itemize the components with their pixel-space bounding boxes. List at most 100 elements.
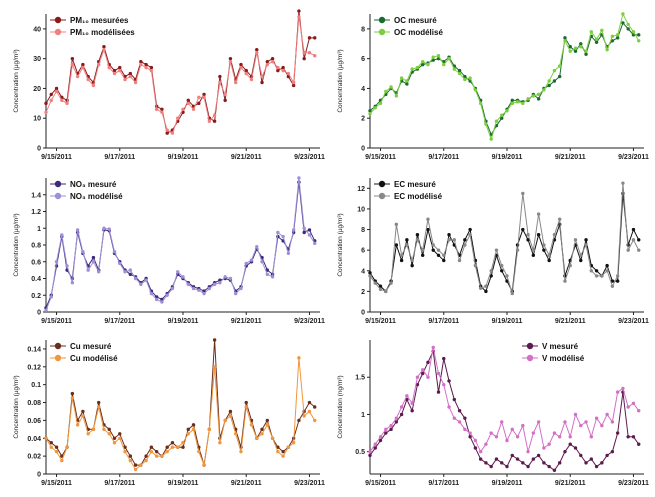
data-point bbox=[563, 279, 567, 283]
data-point bbox=[431, 243, 435, 247]
data-point bbox=[494, 248, 499, 252]
data-point bbox=[81, 250, 85, 254]
data-point bbox=[281, 234, 285, 239]
data-point bbox=[610, 449, 615, 454]
data-point bbox=[637, 442, 641, 446]
data-point bbox=[270, 275, 275, 279]
data-point bbox=[368, 453, 372, 458]
data-point bbox=[276, 65, 280, 70]
data-point bbox=[573, 412, 578, 417]
data-point bbox=[442, 382, 446, 387]
series-line bbox=[369, 347, 640, 453]
data-point bbox=[291, 228, 296, 232]
data-point bbox=[626, 435, 630, 439]
data-point bbox=[373, 446, 377, 450]
data-point bbox=[615, 431, 620, 435]
y-tick-label: 0.4 bbox=[31, 276, 41, 283]
data-point bbox=[552, 468, 557, 472]
data-point bbox=[610, 39, 615, 43]
data-point bbox=[265, 272, 270, 277]
data-point bbox=[96, 270, 101, 274]
data-point bbox=[102, 48, 106, 52]
data-point bbox=[144, 458, 148, 463]
x-tick-label: 9/15/2011 bbox=[365, 154, 396, 161]
data-point bbox=[54, 445, 59, 449]
x-tick-label: 9/21/2011 bbox=[555, 480, 586, 487]
data-point bbox=[547, 83, 551, 88]
data-point bbox=[594, 274, 599, 278]
data-point bbox=[489, 269, 493, 273]
data-point bbox=[394, 420, 399, 424]
data-point bbox=[500, 263, 504, 268]
chart-svg: 0 0.2 0.4 0.6 0.8 1 1.2 1.4 9/15/2011 9/17/2011 9/… bbox=[13, 176, 325, 325]
data-point bbox=[276, 449, 280, 454]
data-point bbox=[291, 441, 296, 445]
y-axis-label: Concentration (µg/m³) bbox=[13, 213, 20, 276]
data-point bbox=[489, 464, 493, 469]
data-point bbox=[468, 232, 472, 237]
data-point bbox=[457, 258, 462, 263]
data-point bbox=[228, 56, 233, 61]
data-point bbox=[91, 260, 96, 264]
data-point bbox=[552, 232, 557, 237]
data-point bbox=[255, 436, 259, 440]
data-point bbox=[542, 88, 546, 92]
data-point bbox=[260, 432, 264, 436]
data-point bbox=[505, 274, 509, 278]
data-point bbox=[96, 405, 101, 409]
data-point bbox=[170, 441, 175, 445]
data-point bbox=[139, 463, 143, 467]
data-point bbox=[378, 101, 383, 106]
x-tick-label: 9/15/2011 bbox=[365, 318, 396, 325]
data-point bbox=[218, 74, 222, 79]
data-point bbox=[515, 457, 520, 461]
data-point bbox=[212, 119, 217, 123]
chart-svg: 0 2 4 6 8 9/15/2011 9/17/2011 9/19/2011 9/21/201… bbox=[337, 12, 649, 161]
data-point bbox=[128, 458, 133, 463]
data-point bbox=[70, 280, 75, 285]
y-axis-label: Concentration (µg/m³) bbox=[13, 375, 20, 438]
data-point bbox=[149, 445, 154, 449]
data-point bbox=[489, 274, 493, 278]
data-point bbox=[91, 255, 96, 260]
data-point bbox=[112, 71, 117, 76]
data-point bbox=[536, 212, 541, 216]
data-point bbox=[584, 243, 588, 247]
data-point bbox=[307, 228, 312, 232]
data-point bbox=[302, 414, 306, 418]
data-point bbox=[313, 36, 317, 40]
data-point bbox=[626, 405, 630, 409]
data-point bbox=[265, 423, 270, 427]
data-point bbox=[102, 45, 106, 49]
data-point bbox=[255, 244, 259, 249]
data-point bbox=[589, 435, 594, 439]
data-point bbox=[405, 79, 409, 83]
series-line bbox=[45, 177, 316, 311]
data-point bbox=[75, 228, 80, 232]
data-point bbox=[594, 40, 599, 44]
data-point bbox=[457, 71, 462, 76]
data-point bbox=[500, 113, 504, 117]
data-point bbox=[610, 279, 615, 283]
y-tick-label: 0 bbox=[37, 310, 41, 317]
data-point bbox=[536, 232, 541, 237]
data-point bbox=[207, 286, 212, 291]
y-tick-label: 2 bbox=[361, 289, 365, 296]
data-point bbox=[313, 405, 317, 409]
data-point bbox=[191, 286, 196, 291]
data-point bbox=[118, 68, 122, 73]
data-point bbox=[70, 62, 75, 67]
data-point bbox=[373, 281, 377, 285]
data-point bbox=[394, 222, 399, 227]
data-point bbox=[202, 291, 206, 296]
data-point bbox=[389, 281, 393, 285]
data-point bbox=[207, 119, 212, 123]
data-point bbox=[626, 248, 630, 252]
data-point bbox=[96, 62, 101, 67]
legend-label: Cu modélisé bbox=[70, 354, 118, 363]
data-point bbox=[160, 454, 164, 458]
data-point bbox=[276, 445, 280, 449]
data-point bbox=[452, 238, 457, 242]
data-point bbox=[626, 27, 630, 31]
data-point bbox=[415, 232, 420, 237]
